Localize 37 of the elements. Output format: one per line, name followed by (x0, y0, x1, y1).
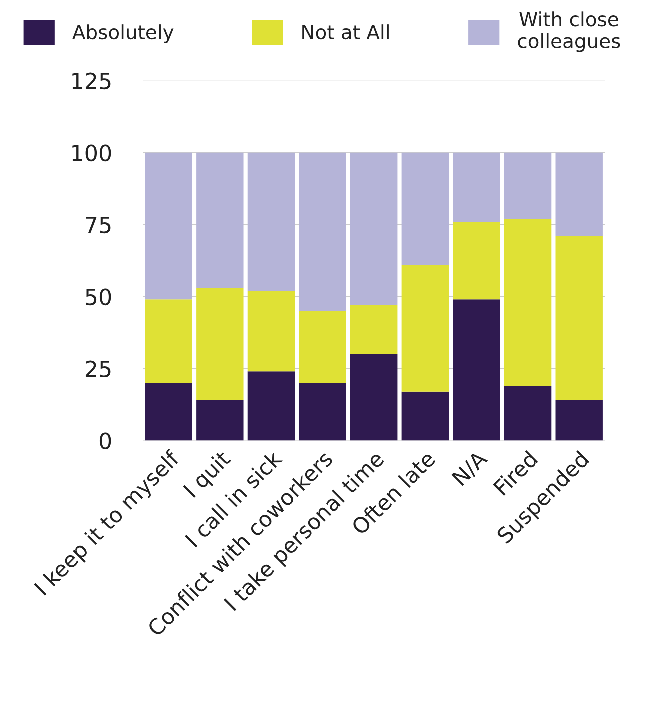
bar (402, 392, 450, 441)
bar (350, 305, 398, 354)
y-tick-label: 50 (86, 288, 112, 306)
bar (453, 152, 500, 222)
legend-label: Absolutely (72, 24, 174, 44)
bar (299, 152, 346, 312)
legend-label: Not at All (302, 24, 389, 40)
bar (248, 152, 296, 292)
bar (248, 291, 296, 372)
bar (299, 383, 346, 441)
bar (248, 372, 296, 441)
bar (350, 354, 398, 441)
bar (145, 152, 192, 300)
bar (453, 300, 500, 441)
bar (504, 152, 552, 220)
bar (556, 152, 603, 236)
bar (350, 152, 398, 306)
legend-label: With close colleagues (518, 12, 620, 52)
bar (556, 400, 603, 441)
y-tick-label: 0 (100, 432, 112, 450)
bar (196, 400, 244, 441)
bar (402, 152, 450, 266)
y-tick-label: 25 (86, 360, 111, 378)
y-tick-label: 75 (86, 217, 111, 234)
bar (402, 265, 450, 392)
bar (299, 311, 346, 384)
bar (556, 236, 603, 400)
y-tick-label: 125 (72, 72, 111, 90)
bar (504, 386, 552, 441)
y-tick-label: 100 (72, 144, 112, 162)
bar (453, 222, 500, 300)
bar (145, 300, 192, 384)
bar (196, 288, 244, 400)
bar (504, 219, 552, 386)
x-tick-label: N/A (452, 450, 490, 488)
bar (145, 383, 192, 441)
bar (196, 152, 244, 288)
